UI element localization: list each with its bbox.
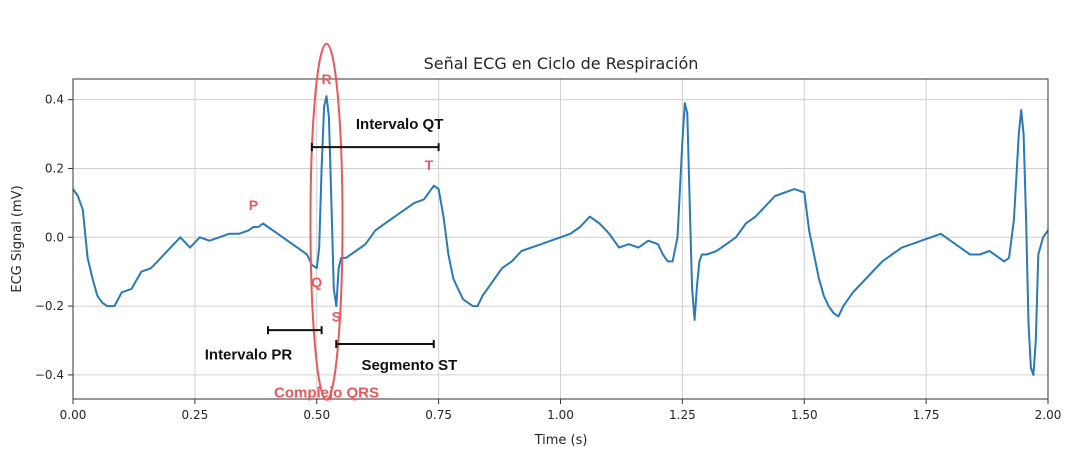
y-tick-label: 0.4 <box>45 93 64 107</box>
label-s: S <box>332 309 341 325</box>
series-layer <box>72 95 1049 376</box>
y-axis-label: ECG Signal (mV) <box>10 185 25 292</box>
y-tick-label: −0.4 <box>35 368 64 382</box>
y-tick-label: 0.0 <box>45 230 64 244</box>
x-tick-label: 0.50 <box>303 408 330 422</box>
y-tick-label: −0.2 <box>35 299 64 313</box>
label-p: P <box>249 197 258 213</box>
x-tick-label: 1.00 <box>547 408 574 422</box>
st-segment-label: Segmento ST <box>361 357 457 374</box>
x-tick-label: 0.00 <box>60 408 87 422</box>
qrs-ellipse <box>309 42 344 401</box>
x-tick-label: 0.25 <box>182 408 209 422</box>
label-r: R <box>321 71 331 87</box>
x-ticks: 0.00 0.25 0.50 0.75 1.00 1.25 1.50 1.75 2.00 <box>60 399 1062 422</box>
ecg-series-line <box>72 95 1049 376</box>
chart-title: Señal ECG en Ciclo de Respiración <box>424 54 699 73</box>
y-ticks: −0.4 −0.2 0.0 0.2 0.4 <box>35 93 73 382</box>
label-t: T <box>425 157 434 173</box>
y-tick-label: 0.2 <box>45 161 64 175</box>
pr-interval-label: Intervalo PR <box>205 346 293 363</box>
annotation-layer: R P T Q S Intervalo QT Intervalo PR Segmento ST… <box>205 42 457 401</box>
qrs-complex-label: Complejo QRS <box>274 384 379 401</box>
x-tick-label: 0.75 <box>425 408 452 422</box>
x-tick-label: 2.00 <box>1035 408 1062 422</box>
x-axis-label: Time (s) <box>534 433 588 448</box>
qt-interval-label: Intervalo QT <box>356 116 444 133</box>
label-q: Q <box>311 274 322 290</box>
x-tick-label: 1.25 <box>669 408 696 422</box>
x-tick-label: 1.50 <box>791 408 818 422</box>
x-tick-label: 1.75 <box>913 408 940 422</box>
